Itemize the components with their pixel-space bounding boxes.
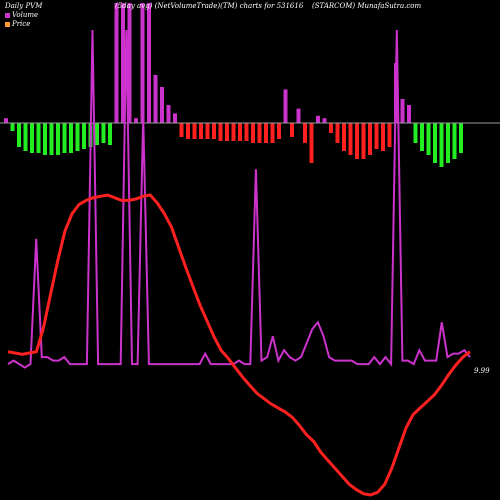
volume-bar — [264, 123, 268, 143]
volume-bar — [108, 123, 112, 145]
volume-bar — [290, 123, 294, 137]
volume-series-line — [7, 29, 471, 369]
volume-bar — [277, 123, 281, 139]
volume-bar — [49, 123, 54, 155]
legend-price-swatch — [5, 21, 10, 27]
volume-bar — [186, 123, 190, 139]
volume-bar — [426, 123, 431, 155]
volume-bar — [335, 123, 340, 143]
volume-bar — [127, 3, 132, 123]
volume-bar — [387, 123, 392, 147]
volume-bar — [173, 113, 177, 123]
volume-bar — [179, 123, 184, 137]
volume-bar — [82, 123, 86, 149]
volume-bar — [192, 123, 197, 139]
legend-price-label: Price — [12, 20, 31, 28]
volume-bar — [374, 123, 379, 149]
volume-bar — [147, 3, 151, 123]
volume-bar — [23, 123, 28, 151]
volume-bar — [413, 123, 418, 143]
volume-bar — [400, 99, 405, 123]
volume-bar — [322, 118, 327, 123]
volume-bar — [238, 123, 242, 141]
volume-bar — [17, 123, 21, 147]
volume-bar — [212, 123, 216, 139]
legend-volume-swatch — [5, 12, 10, 18]
volume-bar — [361, 123, 366, 159]
volume-bar — [30, 123, 34, 153]
chart-header-center: (5day avg) (NetVolumeTrade)(TM) charts f… — [115, 2, 304, 10]
volume-bar — [381, 123, 385, 151]
last-price-label: 9.99 — [474, 367, 490, 375]
volume-bar — [283, 89, 288, 123]
volume-bar — [231, 123, 236, 141]
volume-bar — [153, 75, 158, 123]
volume-bar — [251, 123, 255, 143]
volume-bar — [407, 105, 411, 123]
volume-bar — [446, 123, 450, 163]
volume-bar — [69, 123, 73, 153]
volume-bar — [342, 123, 346, 151]
volume-bar — [329, 123, 333, 133]
chart-header-right: (STARCOM) MunafaSutra.com — [312, 2, 422, 10]
volume-bar — [114, 3, 119, 123]
volume-bar — [368, 123, 372, 155]
legend-volume: Volume — [5, 11, 38, 19]
volume-bar — [303, 123, 307, 143]
volume-bar — [4, 118, 8, 123]
volume-bar — [134, 118, 138, 123]
volume-bar — [95, 123, 99, 145]
volume-bar — [420, 123, 424, 151]
volume-bar — [459, 123, 463, 153]
volume-bar — [56, 123, 60, 155]
volume-bar — [75, 123, 80, 151]
volume-bar — [296, 108, 301, 123]
chart-header-left: Daily PVM — [5, 2, 43, 10]
volume-bar — [43, 123, 47, 155]
volume-bar — [316, 115, 320, 123]
volume-bar — [225, 123, 229, 141]
legend-volume-label: Volume — [12, 11, 39, 19]
volume-bar — [270, 123, 275, 143]
volume-bar — [433, 123, 437, 163]
volume-bar — [160, 87, 164, 123]
volume-bar — [36, 123, 41, 153]
volume-bar — [121, 3, 125, 123]
volume-bar — [439, 123, 444, 167]
volume-bar — [452, 123, 457, 159]
volume-bar — [140, 3, 145, 123]
volume-bar — [348, 123, 353, 155]
volume-bar — [199, 123, 203, 139]
volume-bar — [257, 123, 262, 143]
volume-bar — [244, 123, 249, 141]
volume-bar — [205, 123, 210, 139]
volume-bar — [62, 123, 67, 153]
price-series-line — [7, 193, 471, 497]
net-volume-bars — [4, 3, 463, 167]
legend-price: Price — [5, 20, 30, 28]
volume-bar — [218, 123, 223, 141]
volume-bar — [101, 123, 106, 143]
volume-bar — [166, 105, 171, 123]
volume-bar — [309, 123, 314, 163]
volume-bar — [355, 123, 359, 159]
volume-bar — [10, 123, 15, 131]
